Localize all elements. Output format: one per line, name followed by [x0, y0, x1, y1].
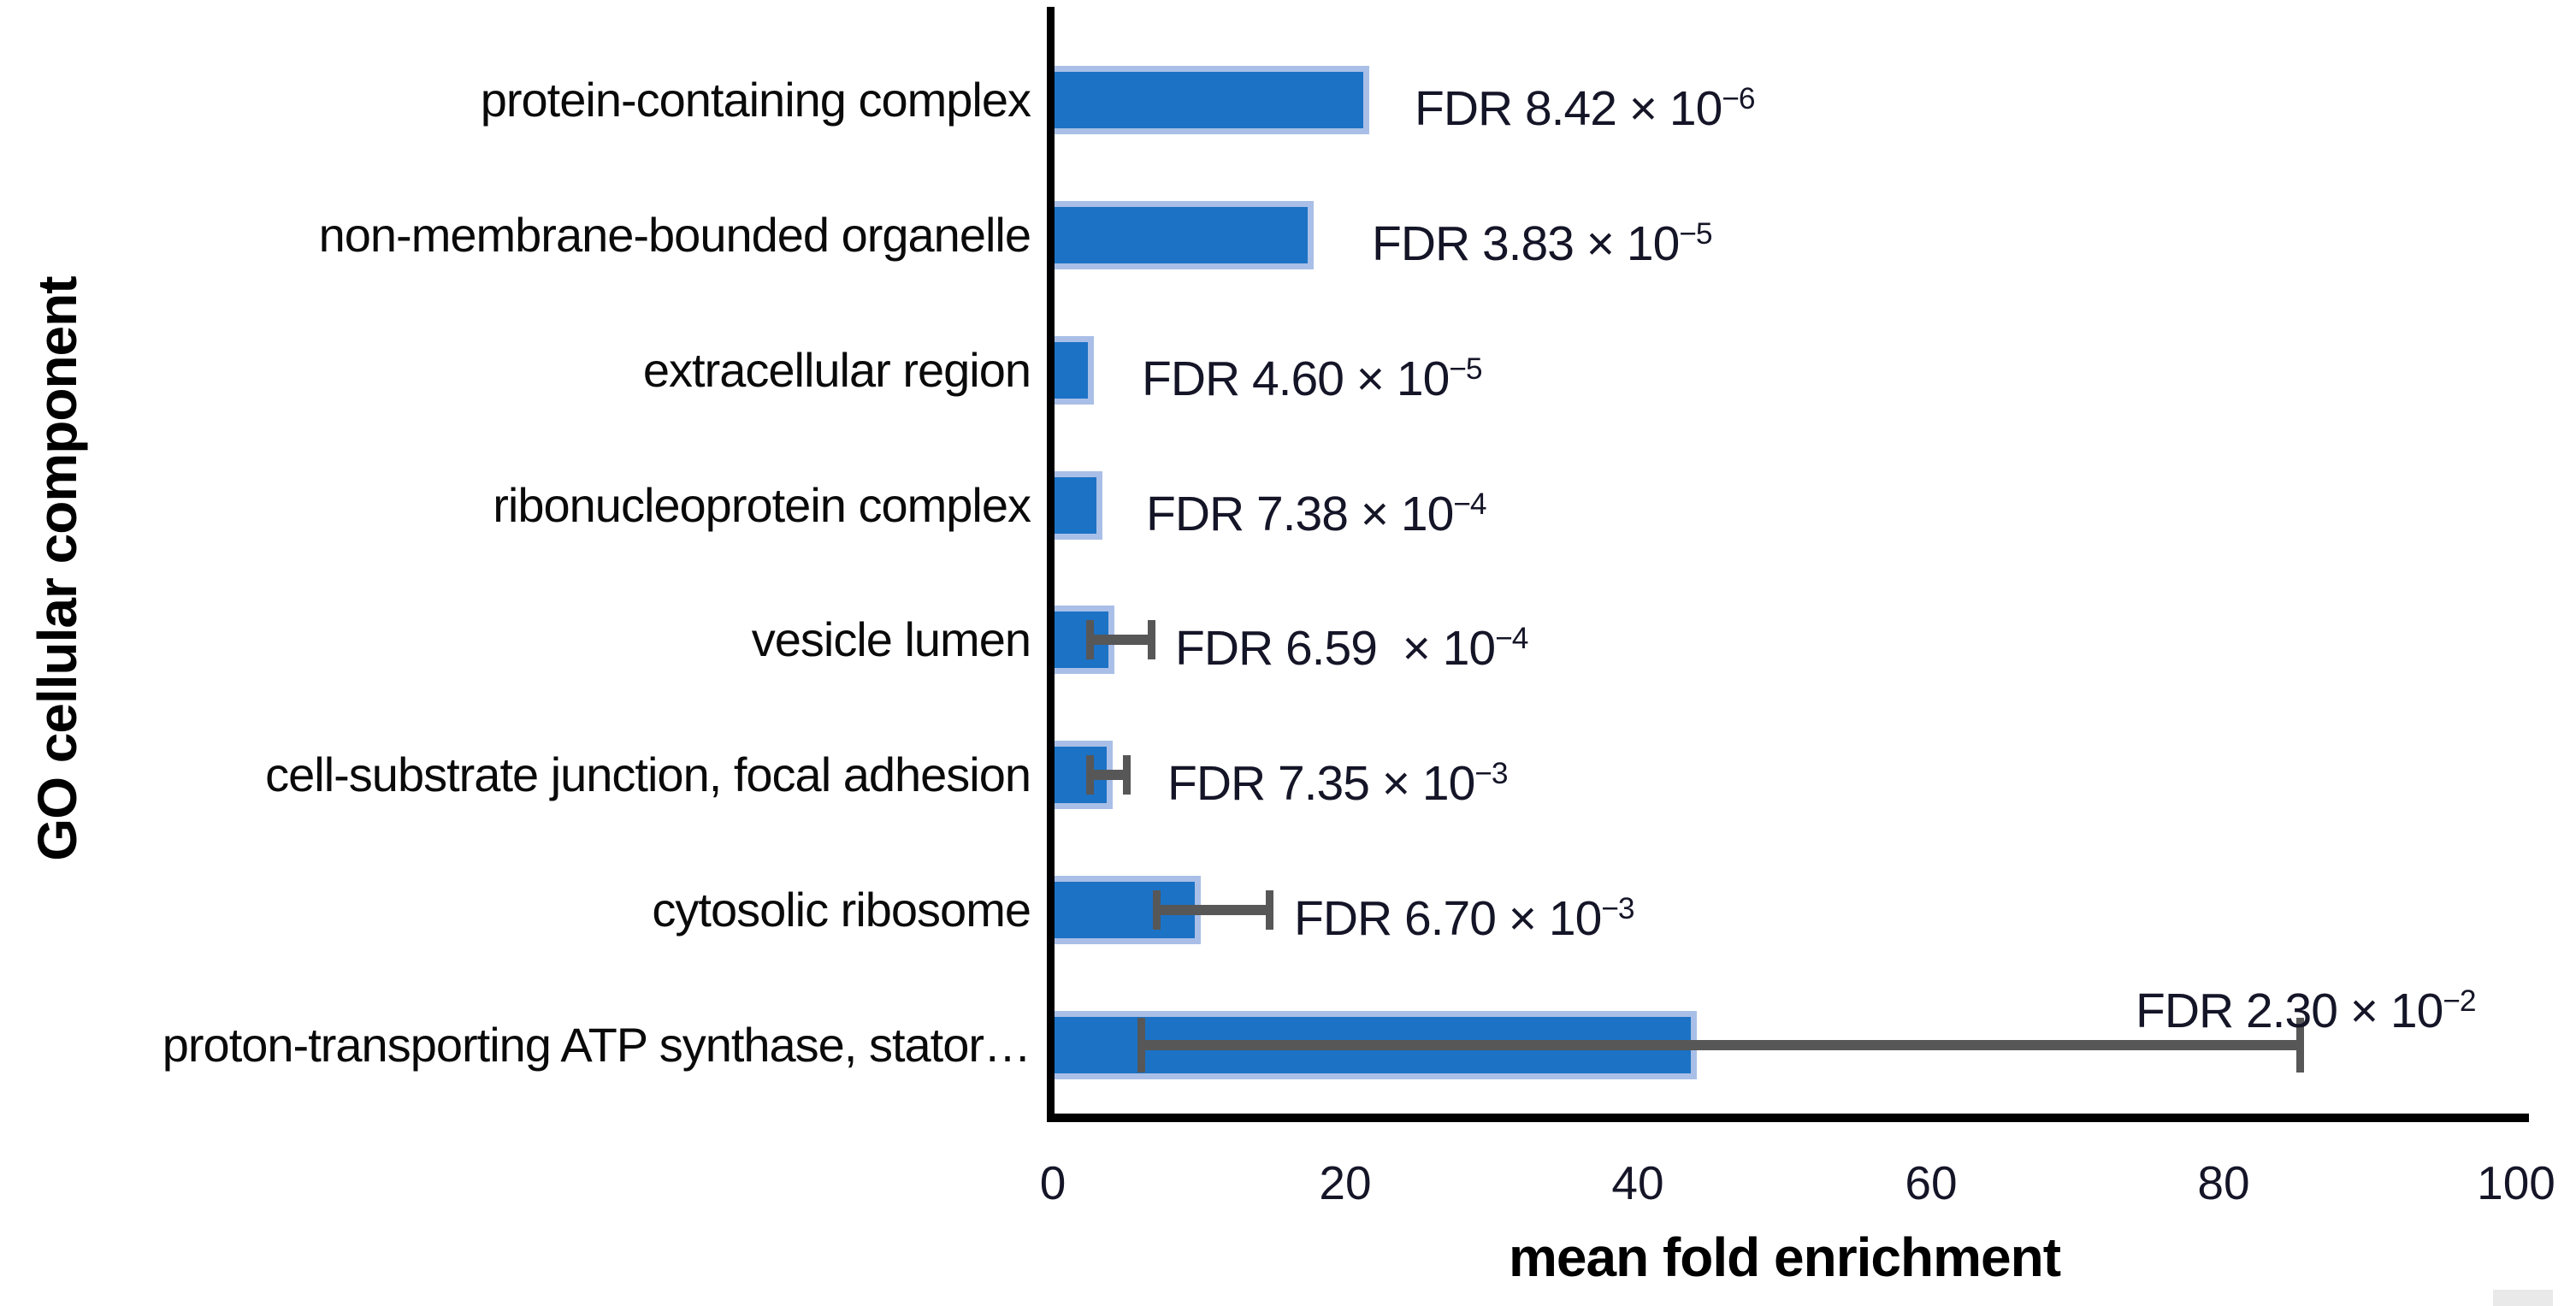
fdr-exponent: −4	[1453, 487, 1486, 521]
x-tick-label: 20	[1319, 1156, 1372, 1209]
error-bar-line	[1141, 1040, 2300, 1050]
x-tick-label: 100	[2477, 1156, 2555, 1209]
error-bar-cap	[2296, 1018, 2304, 1073]
fdr-exponent: −6	[1722, 81, 1755, 115]
error-bar-cap	[1137, 1018, 1145, 1073]
x-axis-line	[1047, 1114, 2529, 1122]
x-tick-label: 40	[1611, 1156, 1664, 1209]
category-label: vesicle lumen	[751, 612, 1031, 666]
error-bar-cap	[1123, 755, 1131, 795]
bar	[1055, 66, 1369, 134]
fdr-label: FDR 2.30 × 10−2	[2136, 984, 2477, 1038]
y-axis-line	[1047, 7, 1055, 1122]
bar	[1055, 336, 1094, 405]
bar	[1055, 471, 1102, 540]
error-bar-line	[1090, 770, 1126, 780]
fdr-exponent: −5	[1679, 216, 1712, 251]
corner-artifact	[2493, 1290, 2553, 1306]
category-label: protein-containing complex	[480, 73, 1031, 127]
fdr-exponent: −2	[2443, 984, 2476, 1018]
error-bar-cap	[1086, 755, 1094, 795]
x-tick-label: 0	[1039, 1156, 1066, 1209]
fdr-label: FDR 7.38 × 10−4	[1146, 487, 1487, 541]
error-bar-cap	[1153, 890, 1161, 930]
fdr-label: FDR 4.60 × 10−5	[1142, 352, 1483, 406]
fdr-label: FDR 7.35 × 10−3	[1167, 756, 1509, 811]
category-label: ribonucleoprotein complex	[493, 478, 1031, 532]
fdr-label: FDR 3.83 × 10−5	[1372, 216, 1713, 271]
category-label: cytosolic ribosome	[652, 883, 1031, 937]
fdr-exponent: −3	[1474, 756, 1508, 790]
error-bar-cap	[1148, 620, 1155, 659]
fdr-label: FDR 6.70 × 10−3	[1294, 891, 1635, 946]
bar	[1055, 876, 1201, 944]
fdr-exponent: −5	[1449, 352, 1482, 386]
category-label: extracellular region	[642, 343, 1031, 397]
category-label: cell-substrate junction, focal adhesion	[265, 748, 1031, 801]
error-bar-cap	[1266, 890, 1273, 930]
fdr-label: FDR 8.42 × 10−6	[1415, 81, 1756, 136]
fdr-exponent: −4	[1495, 621, 1528, 655]
x-axis-title: mean fold enrichment	[1509, 1226, 2061, 1288]
category-label: proton-transporting ATP synthase, stator…	[162, 1018, 1031, 1072]
fdr-label: FDR 6.59 × 10−4	[1175, 621, 1528, 676]
category-label: non-membrane-bounded organelle	[318, 208, 1031, 262]
bar	[1055, 201, 1314, 269]
error-bar-line	[1090, 635, 1151, 645]
error-bar-line	[1156, 905, 1269, 915]
x-tick-label: 60	[1905, 1156, 1958, 1209]
x-tick-label: 80	[2197, 1156, 2250, 1209]
error-bar-cap	[1086, 620, 1094, 659]
fdr-exponent: −3	[1601, 891, 1634, 925]
